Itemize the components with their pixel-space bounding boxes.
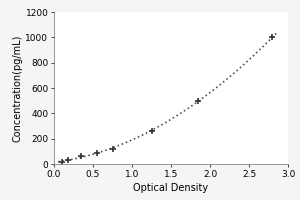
X-axis label: Optical Density: Optical Density [134, 183, 208, 193]
Y-axis label: Concentration(pg/mL): Concentration(pg/mL) [13, 34, 23, 142]
